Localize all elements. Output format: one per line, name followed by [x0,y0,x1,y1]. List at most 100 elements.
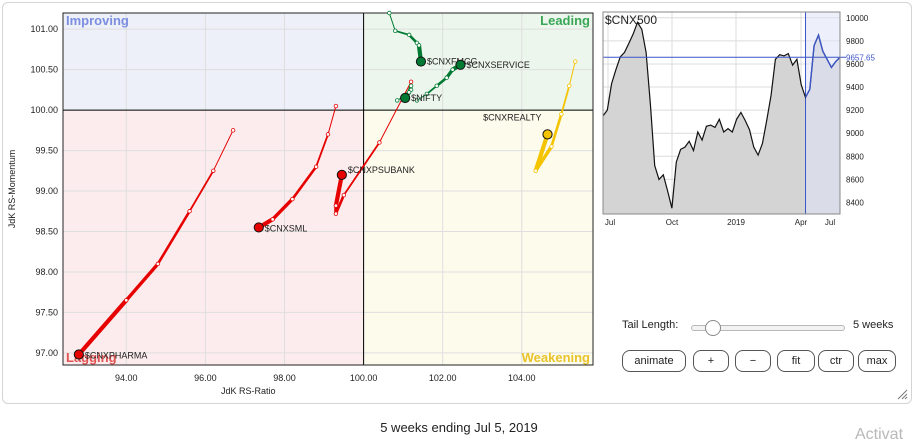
mini-y-tick-label: 9600 [846,60,864,69]
head-marker [253,222,264,233]
tail-point [333,103,339,109]
y-tick-label: 98.00 [35,267,58,277]
y-tick-label: 99.50 [35,146,58,156]
series-label: $CNXREALTY [483,112,541,122]
mini-x-tick-label: Jul [605,218,615,227]
tail-point [377,140,382,145]
series-label: $CNXSML [265,223,308,233]
y-tick-label: 100.50 [30,65,58,75]
plot-border [62,12,594,366]
controls-area: Tail Length: 5 weeks animate + − fit ctr… [620,314,910,384]
tail-point [187,209,192,214]
tail-length-slider-knob[interactable] [704,320,721,336]
y-tick-label: 98.50 [35,226,58,236]
tail-point [408,83,414,89]
animate-button[interactable]: animate [622,350,686,372]
tail-segment [270,197,295,222]
mini-y-tick-label: 9800 [846,37,864,46]
tail-point [567,83,572,89]
tail-segment [315,133,329,168]
activation-watermark: Activat [855,426,904,443]
y-tick-label: 101.00 [30,24,58,34]
series-cnxrealty: $CNXREALTY [483,59,578,173]
y-axis-label: JdK RS-Momentum [7,150,17,229]
tail-point [333,211,339,216]
tail-segment [394,29,410,36]
tail-segment [156,209,191,266]
head-marker [415,56,427,67]
x-tick-label: 98.00 [273,373,296,383]
tail-point [533,168,538,173]
mini-y-tick-label: 9200 [846,106,864,115]
tail-point [325,132,331,137]
y-tick-label: 97.50 [35,307,58,317]
tail-segment [533,132,550,173]
mini-y-tick-label: 9400 [846,83,864,92]
tail-segment [291,165,318,201]
zoom-in-button[interactable]: + [693,350,729,372]
tail-point [230,128,236,133]
series-cnxpharma: $CNXPHARMA [73,128,236,360]
mini-current-value-label: 9657.65 [846,53,875,62]
tail-segment [388,12,396,32]
series-label: $NIFTY [411,93,442,103]
tail-point [434,83,439,89]
x-tick-label: 104.00 [508,373,536,383]
mini-x-tick-label: Oct [666,218,679,227]
series-label: $CNXPHARMA [85,350,148,360]
tail-point [155,261,161,267]
tail-segment [378,81,412,143]
mini-chart-title: $CNX500 [605,13,657,27]
max-button[interactable]: max [858,350,896,372]
x-tick-label: 94.00 [115,373,138,383]
tail-segment [333,172,344,208]
fit-button[interactable]: fit [777,350,815,372]
tail-segment [76,298,129,357]
tail-point [573,59,578,64]
tail-point [450,67,455,72]
head-marker [400,92,411,104]
tail-point [341,192,347,198]
tail-point [313,164,319,169]
resize-grip-icon[interactable] [896,388,908,400]
series-cnxfmcg: $CNXFMCG [387,10,478,67]
mini-y-tick-label: 9000 [846,129,864,138]
mini-y-tick-label: 8800 [846,152,864,161]
tail-point [416,43,422,48]
lagging-quadrant [63,110,364,365]
tail-point [124,298,129,303]
center-button[interactable]: ctr [818,350,854,372]
tail-point [333,203,339,208]
tail-segment [212,129,234,172]
series-label: $CNXFMCG [427,57,478,67]
mini-tail-line [804,32,841,98]
series-cnxsml: $CNXSML [253,103,339,233]
series-nifty: $NIFTY [395,83,442,104]
weakening-quadrant [363,110,593,365]
tail-length-value: 5 weeks [853,319,894,331]
tail-point [395,98,400,103]
weakening-label: Weakening [522,350,590,365]
tail-point [270,217,275,222]
improving-label: Improving [66,13,129,28]
tail-length-control: Tail Length: 5 weeks [622,316,908,336]
head-marker [336,169,347,180]
x-axis-label: JdK RS-Ratio [221,386,276,396]
y-tick-label: 99.00 [35,186,58,196]
tail-point [406,90,412,95]
tail-point [290,196,295,202]
mini-x-tick-label: Apr [795,218,808,227]
leading-label: Leading [540,13,590,28]
mini-x-tick-label: Jul [825,218,835,227]
tail-segment [124,262,160,302]
tail-segment [188,169,215,213]
tail-point [387,10,392,16]
tail-segment [560,84,571,116]
mini-y-tick-label: 10000 [846,14,869,23]
tail-length-slider[interactable] [691,320,845,336]
tail-length-label: Tail Length: [622,319,679,331]
zoom-out-button[interactable]: − [735,350,771,372]
tail-point [408,79,414,84]
tail-point [211,168,216,173]
